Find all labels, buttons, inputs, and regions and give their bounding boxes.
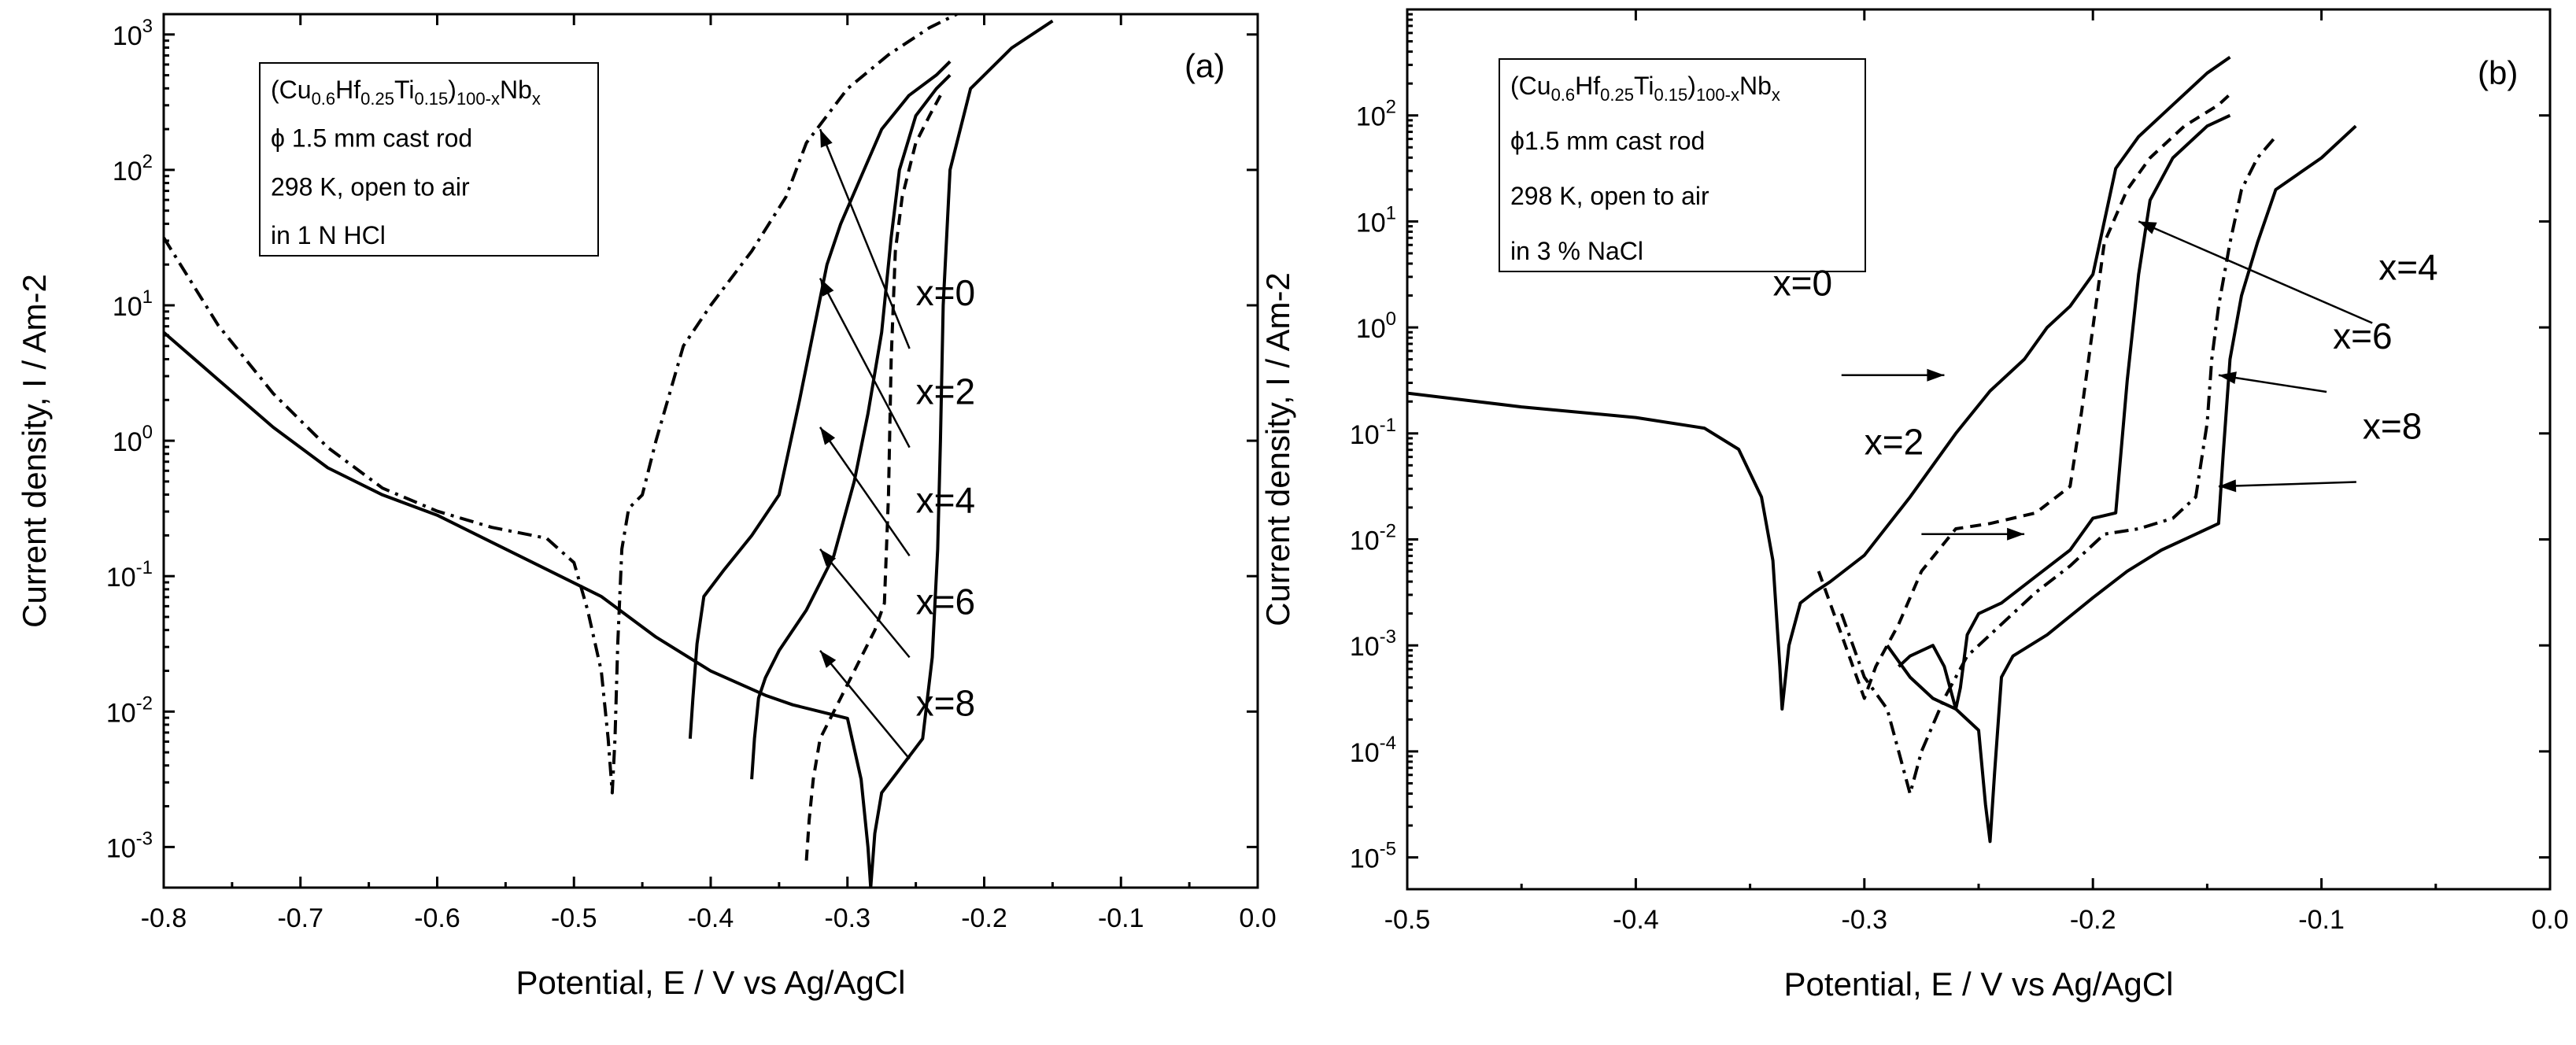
y-tick-label: 102	[113, 151, 153, 186]
info-line3: 298 K, open to air	[271, 172, 470, 201]
y-tick-label: 10-2	[1350, 520, 1396, 556]
y-tick-label: 10-4	[1350, 733, 1396, 768]
y-tick-label: 10-1	[1350, 415, 1396, 450]
y-tick-label: 101	[113, 286, 153, 322]
series-arrow	[2138, 220, 2373, 324]
series-x-0-line	[1407, 55, 2231, 711]
y-tick-label: 10-2	[106, 692, 153, 728]
x-tick-label: -0.4	[1613, 905, 1659, 935]
series-label: x=2	[1865, 422, 1924, 463]
info-box	[1499, 58, 1866, 272]
series-arrow	[819, 277, 911, 449]
y-tick-label: 10-1	[106, 557, 153, 593]
series-x-0-line	[164, 14, 958, 795]
arrow-head	[820, 129, 833, 148]
y-tick-label: 100	[1356, 308, 1396, 344]
x-tick-label: -0.1	[1098, 903, 1144, 933]
series-x-2-line	[164, 19, 1054, 888]
y-axis-title: Current density, I / Am-2	[1259, 272, 1296, 626]
series-label: x=6	[916, 581, 975, 622]
x-tick-label: -0.2	[2070, 905, 2116, 935]
arrow-head	[820, 426, 836, 445]
series-label: x=8	[2363, 406, 2422, 447]
series-x-6-line	[750, 73, 952, 780]
x-axis-title: Potential, E / V vs Ag/AgCl	[1784, 966, 2174, 1003]
series-arrow	[819, 128, 911, 349]
series-x-2-line	[1817, 93, 2231, 700]
series-label: x=6	[2333, 316, 2392, 356]
x-tick-label: -0.3	[824, 903, 870, 933]
info-composition: (Cu0.6Hf0.25Ti0.15)100-xNbx	[271, 76, 541, 109]
series-arrow	[819, 426, 911, 557]
info-line4: in 3 % NaCl	[1510, 237, 1643, 265]
x-tick-label: -0.8	[141, 903, 187, 933]
y-tick-label: 10-5	[1350, 839, 1396, 874]
x-tick-label: -0.3	[1842, 905, 1888, 935]
info-line3: 298 K, open to air	[1510, 182, 1709, 210]
series-arrow	[819, 650, 911, 760]
y-tick-label: 10-3	[106, 828, 153, 863]
y-tick-label: 103	[113, 16, 153, 51]
series-arrow	[2218, 374, 2327, 393]
x-axis-title: Potential, E / V vs Ag/AgCl	[516, 964, 906, 1001]
series-arrow	[819, 548, 911, 659]
x-tick-label: -0.7	[277, 903, 323, 933]
y-tick-label: 101	[1356, 202, 1396, 238]
y-tick-label: 100	[113, 422, 153, 457]
y-tick-label: 102	[1356, 97, 1396, 132]
panel-b: -0.5 -0.4 -0.3 -0.2 -0.1 0.0 10-5 10-4 10-3 10-2 1…	[1259, 8, 2569, 1003]
x-tick-label: -0.2	[961, 903, 1007, 933]
arrow-head	[2007, 527, 2025, 541]
arrow-head	[2138, 221, 2157, 234]
y-tick-label: 10-3	[1350, 626, 1396, 662]
x-tick-label: -0.4	[688, 903, 734, 933]
info-box	[259, 62, 599, 257]
series-label: x=0	[1773, 263, 1832, 304]
series-x-6-line	[1839, 135, 2278, 796]
info-line2: ϕ1.5 mm cast rod	[1510, 127, 1705, 155]
series-arrow	[2218, 481, 2356, 488]
x-tick-label: 0.0	[1239, 903, 1276, 933]
info-line2: ϕ 1.5 mm cast rod	[271, 124, 472, 153]
panel-a: -0.8 -0.7 -0.6 -0.5 -0.4 -0.3 -0.2 -0.1 0.0 10-3 1…	[16, 13, 1277, 1001]
series-x-8-line	[804, 94, 942, 861]
series-x-4-line	[1898, 113, 2231, 711]
x-tick-label: -0.6	[414, 903, 460, 933]
panel-label: (a)	[1185, 47, 1225, 84]
x-tick-label: -0.1	[2298, 905, 2345, 935]
arrow-head	[1927, 368, 1945, 382]
series-label: x=4	[2378, 246, 2437, 287]
info-line4: in 1 N HCl	[271, 221, 386, 249]
arrow-head	[820, 548, 837, 567]
series-label: x=2	[916, 371, 975, 412]
x-tick-label: -0.5	[551, 903, 597, 933]
series-label: x=4	[916, 479, 975, 520]
x-tick-label: -0.5	[1384, 905, 1431, 935]
series-label: x=8	[916, 682, 975, 723]
series-x-8-line	[1886, 124, 2357, 844]
series-x-4-line	[688, 60, 952, 739]
x-tick-label: 0.0	[2531, 905, 2568, 935]
arrow-head	[2218, 479, 2237, 493]
y-axis-title: Current density, I / Am-2	[16, 274, 53, 628]
arrow-head	[820, 650, 837, 668]
panel-label: (b)	[2478, 54, 2518, 91]
info-composition: (Cu0.6Hf0.25Ti0.15)100-xNbx	[1510, 72, 1780, 105]
